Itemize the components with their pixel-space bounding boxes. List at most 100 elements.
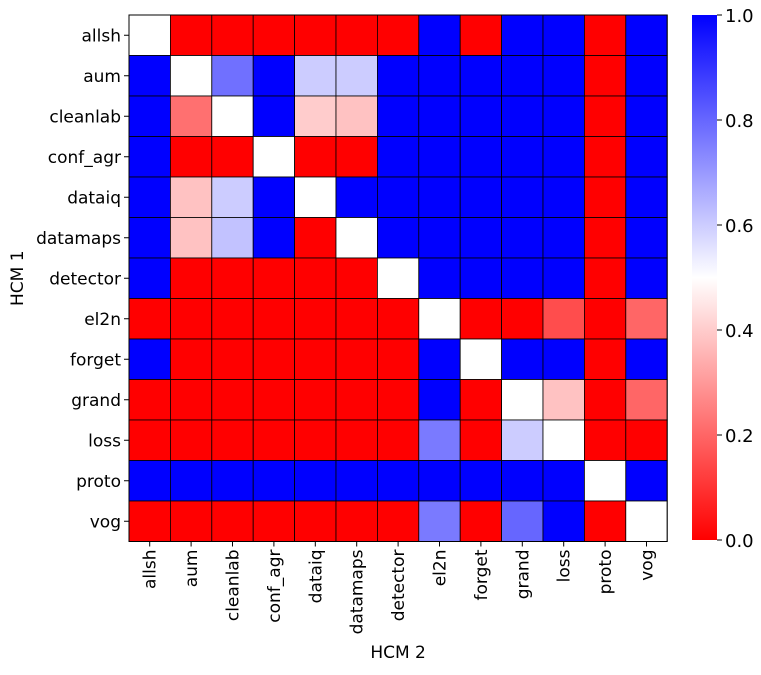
column-tick-label-aum: aum bbox=[182, 550, 202, 588]
heatmap-cell-aum-conf_agr bbox=[252, 55, 295, 97]
heatmap-cell-el2n-el2n bbox=[418, 298, 461, 340]
heatmap-cell-vog-el2n bbox=[418, 500, 461, 542]
heatmap-cell-proto-aum bbox=[169, 460, 213, 502]
heatmap-cell-forget-allsh bbox=[128, 338, 171, 380]
heatmap-cell-proto-el2n bbox=[418, 460, 461, 502]
heatmap-cell-grand-proto bbox=[584, 379, 627, 421]
colorbar-tick-label: 0.2 bbox=[725, 426, 754, 447]
heatmap-cell-proto-datamaps bbox=[335, 460, 378, 502]
heatmap-cell-aum-dataiq bbox=[294, 55, 337, 97]
heatmap-cell-dataiq-grand bbox=[501, 176, 544, 218]
heatmap-cell-cleanlab-datamaps bbox=[335, 95, 378, 137]
heatmap-cell-vog-vog bbox=[625, 500, 668, 542]
column-tick-label-loss: loss bbox=[555, 549, 575, 582]
heatmap-cell-conf_agr-vog bbox=[625, 136, 668, 178]
heatmap-cell-detector-el2n bbox=[418, 257, 461, 299]
heatmap-cell-grand-vog bbox=[625, 379, 668, 421]
column-tick-label-vog: vog bbox=[638, 550, 658, 581]
heatmap-cell-loss-vog bbox=[625, 419, 668, 461]
heatmap-cell-proto-forget bbox=[459, 460, 503, 502]
heatmap-cell-detector-grand bbox=[501, 257, 544, 299]
heatmap-cell-allsh-loss bbox=[542, 14, 585, 56]
heatmap-cell-loss-aum bbox=[169, 419, 213, 461]
heatmap-cell-forget-cleanlab bbox=[211, 338, 254, 380]
heatmap-cell-grand-grand bbox=[501, 379, 544, 421]
heatmap-cell-vog-dataiq bbox=[294, 500, 337, 542]
heatmap-cell-forget-vog bbox=[625, 338, 668, 380]
heatmap-cell-datamaps-aum bbox=[169, 217, 213, 259]
heatmap-cell-vog-cleanlab bbox=[211, 500, 254, 542]
heatmap-cell-grand-dataiq bbox=[294, 379, 337, 421]
heatmap-cell-loss-proto bbox=[584, 419, 627, 461]
heatmap-cell-conf_agr-datamaps bbox=[335, 136, 378, 178]
heatmap-cell-detector-dataiq bbox=[294, 257, 337, 299]
heatmap-cell-allsh-allsh bbox=[128, 14, 171, 56]
heatmap-cell-allsh-cleanlab bbox=[211, 14, 254, 56]
heatmap-cells bbox=[128, 14, 668, 542]
colorbar-tick-label: 0.0 bbox=[725, 531, 754, 552]
colorbar: 0.0 0.2 0.4 0.6 0.8 1.0 bbox=[692, 6, 754, 552]
heatmap-cell-loss-dataiq bbox=[294, 419, 337, 461]
heatmap-cell-detector-forget bbox=[459, 257, 503, 299]
row-tick-label-detector: detector bbox=[49, 269, 121, 289]
heatmap-cell-cleanlab-dataiq bbox=[294, 95, 337, 137]
heatmap-cell-detector-vog bbox=[625, 257, 668, 299]
heatmap-cell-dataiq-detector bbox=[376, 176, 420, 218]
heatmap-cell-vog-aum bbox=[169, 500, 213, 542]
heatmap-cell-datamaps-grand bbox=[501, 217, 544, 259]
heatmap-cell-allsh-detector bbox=[376, 14, 420, 56]
heatmap-cell-loss-datamaps bbox=[335, 419, 378, 461]
heatmap-cell-detector-cleanlab bbox=[211, 257, 254, 299]
column-tick-labels: allsh aum cleanlab conf_agr dataiq datamaps de… bbox=[141, 541, 658, 634]
heatmap-cell-dataiq-vog bbox=[625, 176, 668, 218]
heatmap-cell-dataiq-dataiq bbox=[294, 176, 337, 218]
heatmap-cell-vog-forget bbox=[459, 500, 503, 542]
heatmap-cell-conf_agr-el2n bbox=[418, 136, 461, 178]
heatmap-cell-forget-proto bbox=[584, 338, 627, 380]
colorbar-tick-label: 1.0 bbox=[725, 6, 754, 27]
heatmap-cell-el2n-allsh bbox=[128, 298, 171, 340]
heatmap-cell-datamaps-loss bbox=[542, 217, 585, 259]
heatmap-cell-vog-conf_agr bbox=[252, 500, 295, 542]
heatmap-cell-loss-detector bbox=[376, 419, 420, 461]
heatmap-cell-vog-proto bbox=[584, 500, 627, 542]
heatmap-cell-grand-conf_agr bbox=[252, 379, 295, 421]
heatmap-cell-cleanlab-loss bbox=[542, 95, 585, 137]
heatmap-cell-conf_agr-dataiq bbox=[294, 136, 337, 178]
heatmap-cell-allsh-aum bbox=[169, 14, 213, 56]
heatmap-cell-vog-allsh bbox=[128, 500, 171, 542]
heatmap-cell-vog-grand bbox=[501, 500, 544, 542]
heatmap-cell-dataiq-proto bbox=[584, 176, 627, 218]
heatmap-cell-dataiq-allsh bbox=[128, 176, 171, 218]
heatmap-cell-aum-detector bbox=[376, 55, 420, 97]
heatmap-cell-proto-proto bbox=[584, 460, 627, 502]
colorbar-ticks: 0.0 0.2 0.4 0.6 0.8 1.0 bbox=[717, 6, 754, 552]
y-axis-label: HCM 1 bbox=[8, 250, 28, 306]
heatmap-cell-aum-proto bbox=[584, 55, 627, 97]
heatmap-cell-conf_agr-forget bbox=[459, 136, 503, 178]
row-tick-label-cleanlab: cleanlab bbox=[49, 107, 121, 127]
heatmap-cell-allsh-datamaps bbox=[335, 14, 378, 56]
heatmap-cell-aum-loss bbox=[542, 55, 585, 97]
heatmap-cell-vog-datamaps bbox=[335, 500, 378, 542]
heatmap-cell-el2n-dataiq bbox=[294, 298, 337, 340]
heatmap-cell-grand-detector bbox=[376, 379, 420, 421]
heatmap-cell-datamaps-conf_agr bbox=[252, 217, 295, 259]
heatmap-cell-datamaps-datamaps bbox=[335, 217, 378, 259]
heatmap-cell-dataiq-datamaps bbox=[335, 176, 378, 218]
heatmap-cell-datamaps-el2n bbox=[418, 217, 461, 259]
heatmap-cell-allsh-proto bbox=[584, 14, 627, 56]
heatmap-cell-vog-loss bbox=[542, 500, 585, 542]
heatmap-cell-cleanlab-cleanlab bbox=[211, 95, 254, 137]
heatmap-cell-proto-grand bbox=[501, 460, 544, 502]
heatmap-cell-forget-el2n bbox=[418, 338, 461, 380]
heatmap-cell-loss-forget bbox=[459, 419, 503, 461]
heatmap-cell-cleanlab-proto bbox=[584, 95, 627, 137]
heatmap-cell-dataiq-loss bbox=[542, 176, 585, 218]
row-tick-label-forget: forget bbox=[70, 350, 121, 370]
heatmap-cell-conf_agr-proto bbox=[584, 136, 627, 178]
heatmap-cell-grand-forget bbox=[459, 379, 503, 421]
heatmap-cell-el2n-loss bbox=[542, 298, 585, 340]
heatmap-cell-proto-allsh bbox=[128, 460, 171, 502]
